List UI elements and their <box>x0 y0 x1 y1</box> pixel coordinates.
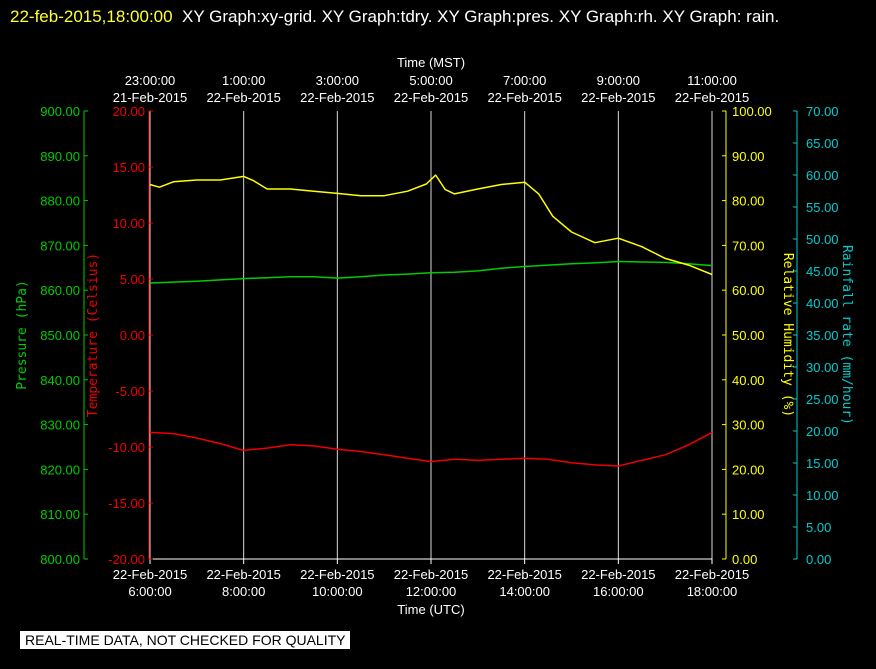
rain-tick-label: 40.00 <box>806 296 839 311</box>
pressure-tick-label: 890.00 <box>40 149 80 164</box>
rain-tick-label: 45.00 <box>806 264 839 279</box>
bottom-tick-time: 14:00:00 <box>499 584 550 599</box>
top-tick-time: 1:00:00 <box>222 73 265 88</box>
rain-axis-title: Rainfall rate (mm/hour) <box>839 245 854 425</box>
rain-tick-label: 25.00 <box>806 392 839 407</box>
pressure-tick-label: 830.00 <box>40 418 80 433</box>
humidity-axis-title: Relative Humidity (%) <box>780 253 795 417</box>
top-tick-date: 22-Feb-2015 <box>581 90 655 105</box>
top-tick-date: 22-Feb-2015 <box>487 90 561 105</box>
temperature-tick-label: -10.00 <box>108 440 145 455</box>
bottom-tick-time: 6:00:00 <box>128 584 171 599</box>
graph-header: 22-feb-2015,18:00:00 XY Graph:xy-grid. X… <box>10 3 870 31</box>
rain-tick-label: 20.00 <box>806 424 839 439</box>
pressure-tick-label: 870.00 <box>40 238 80 253</box>
bottom-tick-date: 22-Feb-2015 <box>581 567 655 582</box>
bottom-tick-date: 22-Feb-2015 <box>394 567 468 582</box>
top-tick-time: 11:00:00 <box>687 73 737 88</box>
pressure-tick-label: 840.00 <box>40 373 80 388</box>
pressure-tick-label: 900.00 <box>40 104 80 119</box>
top-tick-date: 22-Feb-2015 <box>675 90 749 105</box>
rain-tick-label: 60.00 <box>806 168 839 183</box>
timestamp: 22-feb-2015,18:00:00 <box>10 7 173 26</box>
pressure-axis-title: Pressure (hPa) <box>15 280 30 390</box>
temperature-tick-label: 15.00 <box>112 160 145 175</box>
rain-tick-label: 15.00 <box>806 456 839 471</box>
humidity-tick-label: 30.00 <box>732 418 765 433</box>
humidity-tick-label: 90.00 <box>732 149 765 164</box>
temperature-tick-label: 20.00 <box>112 104 145 119</box>
temperature-tick-label: -15.00 <box>108 496 145 511</box>
rain-tick-label: 35.00 <box>806 328 839 343</box>
top-tick-time: 23:00:00 <box>125 73 176 88</box>
humidity-tick-label: 0.00 <box>732 552 757 567</box>
bottom-tick-date: 22-Feb-2015 <box>206 567 280 582</box>
humidity-tick-label: 60.00 <box>732 283 765 298</box>
bottom-tick-date: 22-Feb-2015 <box>113 567 187 582</box>
temperature-tick-label: -20.00 <box>108 552 145 567</box>
temperature-tick-label: -5.00 <box>115 384 145 399</box>
top-tick-time: 5:00:00 <box>409 73 452 88</box>
top-tick-date: 21-Feb-2015 <box>113 90 187 105</box>
top-tick-date: 22-Feb-2015 <box>300 90 374 105</box>
rain-tick-label: 65.00 <box>806 136 839 151</box>
temperature-tick-label: 0.00 <box>120 328 145 343</box>
pressure-tick-label: 850.00 <box>40 328 80 343</box>
bottom-tick-date: 22-Feb-2015 <box>300 567 374 582</box>
top-tick-time: 7:00:00 <box>503 73 546 88</box>
quality-notice: REAL-TIME DATA, NOT CHECKED FOR QUALITY <box>20 631 351 649</box>
humidity-tick-label: 100.00 <box>732 104 772 119</box>
bottom-tick-time: 10:00:00 <box>312 584 363 599</box>
pressure-tick-label: 800.00 <box>40 552 80 567</box>
humidity-tick-label: 70.00 <box>732 238 765 253</box>
rain-tick-label: 50.00 <box>806 232 839 247</box>
top-tick-time: 9:00:00 <box>597 73 640 88</box>
series-line-tdry <box>149 431 713 467</box>
bottom-tick-date: 22-Feb-2015 <box>487 567 561 582</box>
humidity-tick-label: 20.00 <box>732 462 765 477</box>
rain-tick-label: 5.00 <box>806 520 831 535</box>
humidity-tick-label: 10.00 <box>732 507 765 522</box>
top-tick-date: 22-Feb-2015 <box>394 90 468 105</box>
bottom-tick-time: 8:00:00 <box>222 584 265 599</box>
humidity-tick-label: 80.00 <box>732 194 765 209</box>
bottom-tick-time: 16:00:00 <box>593 584 644 599</box>
rain-tick-label: 55.00 <box>806 200 839 215</box>
top-axis-label: Time (MST) <box>397 55 465 70</box>
temperature-axis-title: Temperature (Celsius) <box>86 253 101 417</box>
bottom-tick-date: 22-Feb-2015 <box>675 567 749 582</box>
bottom-tick-time: 18:00:00 <box>687 584 738 599</box>
graph-title: XY Graph:xy-grid. XY Graph:tdry. XY Grap… <box>182 7 780 26</box>
pressure-tick-label: 810.00 <box>40 507 80 522</box>
temperature-tick-label: 5.00 <box>120 272 145 287</box>
rain-tick-label: 0.00 <box>806 552 831 567</box>
humidity-tick-label: 50.00 <box>732 328 765 343</box>
bottom-tick-time: 12:00:00 <box>406 584 457 599</box>
rain-tick-label: 10.00 <box>806 488 839 503</box>
bottom-axis-label: Time (UTC) <box>397 602 464 617</box>
rain-tick-label: 30.00 <box>806 360 839 375</box>
pressure-tick-label: 820.00 <box>40 462 80 477</box>
humidity-tick-label: 40.00 <box>732 373 765 388</box>
series-line-pres <box>149 260 713 284</box>
top-tick-date: 22-Feb-2015 <box>206 90 280 105</box>
temperature-tick-label: 10.00 <box>112 216 145 231</box>
pressure-tick-label: 880.00 <box>40 194 80 209</box>
rain-tick-label: 70.00 <box>806 104 839 119</box>
series-line-rh <box>149 174 713 276</box>
top-tick-time: 3:00:00 <box>316 73 359 88</box>
pressure-tick-label: 860.00 <box>40 283 80 298</box>
